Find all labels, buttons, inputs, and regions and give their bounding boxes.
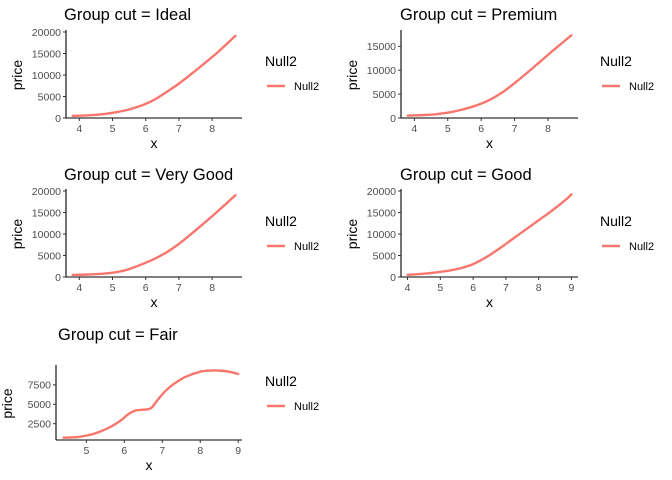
facet-panel-4: Group cut = Good 0 5000 10000 15000 20000 4 5 6 7… [344, 166, 654, 310]
x-tick-label: 5 [437, 282, 443, 294]
x-axis-title: x [486, 294, 493, 310]
y-axis-title: price [9, 219, 25, 250]
y-tick-label: 10000 [32, 70, 61, 82]
facet-title: Group cut = Good [400, 166, 532, 184]
legend-title: Null2 [600, 213, 632, 229]
legend-title: Null2 [265, 213, 297, 229]
x-tick-label: 4 [76, 282, 82, 294]
series-line [406, 34, 573, 117]
x-tick-label: 5 [110, 123, 116, 135]
y-axis-title: price [344, 60, 360, 91]
legend: Null2 Null2 [600, 213, 654, 253]
facet-panel-1: Group cut = Ideal 0 5000 10000 15000 20000 4 5 6… [9, 6, 319, 151]
y-tick-label: 15000 [32, 207, 61, 219]
x-tick-label: 8 [209, 123, 215, 135]
y-tick-label: 10000 [32, 229, 61, 241]
y-tick-label: 15000 [367, 207, 396, 219]
x-tick-label: 9 [569, 282, 575, 294]
y-tick-label: 20000 [367, 186, 396, 198]
y-tick-label: 10000 [367, 229, 396, 241]
x-tick-label: 6 [143, 123, 149, 135]
legend-label: Null2 [294, 241, 319, 253]
x-tick-label: 8 [536, 282, 542, 294]
x-tick-label: 8 [209, 282, 215, 294]
x-tick-label: 7 [159, 445, 165, 457]
facet-panel-2: Group cut = Premium 0 5000 10000 15000 4 5 6 7 8 x… [344, 6, 654, 151]
legend-label: Null2 [629, 81, 654, 93]
y-tick-label: 2500 [28, 418, 52, 430]
legend-title: Null2 [265, 53, 297, 69]
facet-title: Group cut = Very Good [64, 166, 233, 184]
y-axis-title: price [344, 219, 360, 250]
series-line [71, 194, 237, 277]
x-tick-label: 5 [445, 123, 451, 135]
y-tick-label: 15000 [367, 41, 396, 53]
legend-label: Null2 [294, 81, 319, 93]
x-tick-label: 5 [110, 282, 116, 294]
y-tick-label: 0 [390, 113, 396, 125]
series-line [406, 193, 573, 277]
y-axis-title: price [9, 60, 25, 91]
x-axis-title: x [151, 294, 158, 310]
x-tick-label: 9 [235, 445, 241, 457]
facet-panel-3: Group cut = Very Good 0 5000 10000 15000 2000… [9, 166, 319, 310]
y-tick-label: 7500 [28, 380, 52, 392]
y-tick-label: 0 [55, 113, 61, 125]
x-axis-title: x [486, 135, 493, 151]
facet-panel-5: Group cut = Fair 2500 5000 7500 5 6 7 8 9 x price N… [0, 326, 319, 473]
x-tick-label: 6 [478, 123, 484, 135]
x-tick-label: 7 [512, 123, 518, 135]
x-tick-label: 4 [405, 282, 411, 294]
y-tick-label: 20000 [32, 186, 61, 198]
x-tick-label: 4 [76, 123, 82, 135]
y-tick-label: 5000 [373, 89, 397, 101]
y-tick-label: 5000 [28, 399, 52, 411]
y-tick-label: 5000 [38, 91, 62, 103]
x-tick-label: 6 [121, 445, 127, 457]
y-axis-title: price [0, 388, 15, 419]
legend: Null2 Null2 [265, 373, 319, 413]
legend-title: Null2 [265, 373, 297, 389]
legend: Null2 Null2 [600, 53, 654, 93]
x-tick-label: 5 [83, 445, 89, 457]
y-tick-label: 5000 [38, 250, 62, 262]
x-tick-label: 4 [411, 123, 417, 135]
series-line [62, 369, 240, 439]
y-tick-label: 20000 [32, 27, 61, 39]
x-axis-title: x [146, 457, 153, 473]
legend: Null2 Null2 [265, 53, 319, 93]
y-tick-label: 15000 [32, 48, 61, 60]
x-tick-label: 6 [470, 282, 476, 294]
series-line [71, 34, 237, 118]
x-tick-label: 7 [176, 123, 182, 135]
facet-title: Group cut = Premium [400, 6, 557, 24]
y-tick-label: 5000 [373, 250, 397, 262]
y-tick-label: 0 [390, 272, 396, 284]
x-tick-label: 6 [143, 282, 149, 294]
x-tick-label: 7 [503, 282, 509, 294]
legend-label: Null2 [294, 401, 319, 413]
facet-title: Group cut = Fair [58, 326, 178, 344]
x-tick-label: 8 [197, 445, 203, 457]
legend: Null2 Null2 [265, 213, 319, 253]
x-tick-label: 7 [176, 282, 182, 294]
x-tick-label: 8 [545, 123, 551, 135]
legend-title: Null2 [600, 53, 632, 69]
y-tick-label: 0 [55, 272, 61, 284]
facet-title: Group cut = Ideal [64, 6, 191, 24]
legend-label: Null2 [629, 241, 654, 253]
y-tick-label: 10000 [367, 65, 396, 77]
x-axis-title: x [151, 135, 158, 151]
